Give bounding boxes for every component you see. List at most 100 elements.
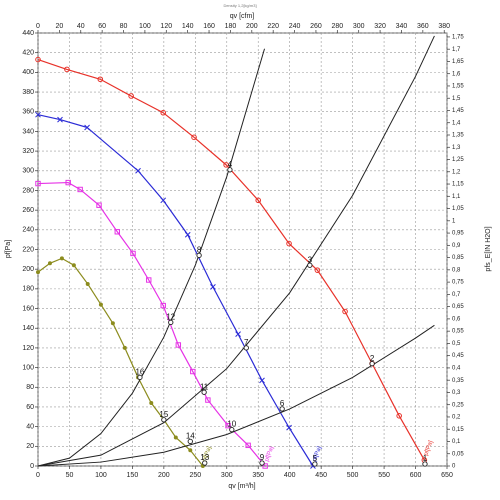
x2-tick-label: 40 bbox=[77, 23, 85, 30]
curve-label: pf[Pa] bbox=[423, 440, 434, 457]
chart-title: Density 1,2[kg/m3] bbox=[223, 3, 256, 8]
operating-point bbox=[227, 167, 233, 173]
x-tick-label: 550 bbox=[378, 472, 390, 479]
data-point bbox=[114, 229, 120, 235]
data-point bbox=[235, 331, 241, 337]
y-tick-label: 420 bbox=[22, 50, 34, 57]
data-point bbox=[65, 179, 71, 186]
x2-tick-label: 100 bbox=[139, 23, 151, 30]
x-axis-title: qv [m³/h] bbox=[228, 483, 255, 490]
x-tick-label: 400 bbox=[284, 472, 296, 479]
y2-tick-label: 0,45 bbox=[452, 353, 464, 359]
x2-tick-label: 300 bbox=[353, 23, 365, 30]
y-tick-label: 140 bbox=[22, 325, 34, 332]
operating-point bbox=[229, 426, 235, 433]
y2-tick-label: 1,55 bbox=[452, 84, 464, 90]
data-point bbox=[146, 277, 152, 283]
data-point bbox=[71, 263, 76, 268]
operating-point bbox=[307, 262, 313, 268]
x2-tick-label: 280 bbox=[331, 23, 343, 30]
operating-point-label: 4 bbox=[228, 160, 233, 169]
x-tick-label: 150 bbox=[127, 472, 139, 479]
y2-tick-label: 1,35 bbox=[452, 133, 464, 139]
y2-tick-label: 0,3 bbox=[452, 390, 461, 396]
x2-tick-label: 80 bbox=[120, 23, 128, 30]
y2-tick-label: 0,35 bbox=[452, 378, 464, 384]
data-point bbox=[85, 281, 90, 286]
x2-tick-label: 60 bbox=[98, 23, 106, 30]
operating-point-label: 1 bbox=[423, 454, 428, 463]
data-point bbox=[96, 202, 102, 208]
data-point bbox=[128, 93, 134, 99]
operating-point-label: 15 bbox=[159, 410, 168, 419]
operating-point-label: 6 bbox=[280, 399, 285, 408]
x2-tick-label: 320 bbox=[374, 23, 386, 30]
data-point bbox=[130, 250, 136, 257]
y2-tick-label: 0,95 bbox=[452, 231, 464, 237]
system-curve bbox=[37, 35, 435, 467]
operating-point-label: 5 bbox=[313, 454, 318, 463]
x-tick-label: 0 bbox=[36, 472, 40, 479]
operating-point-label: 16 bbox=[135, 368, 144, 377]
data-point bbox=[35, 111, 41, 118]
y2-tick-label: 1,25 bbox=[452, 157, 464, 163]
data-point bbox=[286, 240, 292, 247]
y-tick-label: 120 bbox=[22, 345, 34, 352]
operating-point bbox=[168, 319, 174, 325]
operating-point-label: 9 bbox=[260, 453, 265, 462]
y-tick-label: 180 bbox=[22, 286, 34, 293]
operating-point bbox=[243, 345, 249, 351]
operating-point-label: 8 bbox=[197, 246, 202, 255]
data-point bbox=[98, 302, 103, 307]
data-point bbox=[190, 368, 196, 375]
y2-tick-label: 1,3 bbox=[452, 145, 461, 151]
fan-curve bbox=[37, 59, 425, 461]
y2-tick-label: 0,7 bbox=[452, 292, 461, 298]
operating-point-label: 3 bbox=[308, 255, 313, 264]
data-point bbox=[122, 345, 127, 350]
data-point bbox=[59, 256, 64, 261]
data-point bbox=[259, 377, 265, 384]
data-point bbox=[286, 424, 292, 431]
operating-point-label: 13 bbox=[200, 453, 209, 462]
y2-tick-label: 1,75 bbox=[452, 35, 464, 41]
x2-tick-label: 160 bbox=[203, 23, 215, 30]
data-point bbox=[35, 56, 41, 63]
y2-tick-label: 1,5 bbox=[452, 96, 461, 102]
y2-tick-label: 1,15 bbox=[452, 182, 464, 188]
y-tick-label: 0 bbox=[30, 463, 34, 470]
y2-tick-label: 0,5 bbox=[452, 341, 461, 347]
system-curve bbox=[37, 48, 266, 467]
y-tick-label: 400 bbox=[22, 69, 34, 76]
data-point bbox=[160, 302, 166, 309]
y2-tick-label: 1,2 bbox=[452, 169, 461, 175]
data-point bbox=[191, 134, 197, 141]
y2-tick-label: 0,1 bbox=[452, 439, 461, 445]
data-point bbox=[225, 422, 231, 429]
y2-tick-label: 1 bbox=[452, 218, 456, 224]
y2-tick-label: 1,4 bbox=[452, 120, 461, 126]
y2-axis-title: pfs_E[IN H2O] bbox=[485, 226, 492, 271]
data-point bbox=[36, 270, 40, 275]
y-tick-label: 40 bbox=[26, 423, 34, 430]
x-tick-label: 350 bbox=[252, 472, 264, 479]
y-axis-title: pf[Pa] bbox=[5, 240, 12, 258]
y-tick-label: 60 bbox=[26, 404, 34, 411]
y2-tick-label: 0,2 bbox=[452, 415, 461, 421]
curve-label: pf[Pa] bbox=[202, 445, 213, 462]
x2-tick-label: 240 bbox=[289, 23, 301, 30]
x2-tick-label: 360 bbox=[417, 23, 429, 30]
y2-tick-label: 1,1 bbox=[452, 194, 461, 200]
operating-point bbox=[201, 389, 207, 395]
fan-curve bbox=[37, 257, 204, 467]
operating-point bbox=[187, 438, 193, 445]
y-tick-label: 280 bbox=[22, 187, 34, 194]
y2-tick-label: 0,15 bbox=[452, 427, 464, 433]
data-point bbox=[77, 186, 83, 193]
curve-label: pf[Pa] bbox=[312, 445, 323, 462]
y2-tick-label: 0,6 bbox=[452, 316, 461, 322]
y2-tick-label: 0,4 bbox=[452, 366, 461, 372]
data-point bbox=[149, 401, 154, 406]
x2-tick-label: 20 bbox=[55, 23, 63, 30]
data-point bbox=[160, 197, 167, 204]
